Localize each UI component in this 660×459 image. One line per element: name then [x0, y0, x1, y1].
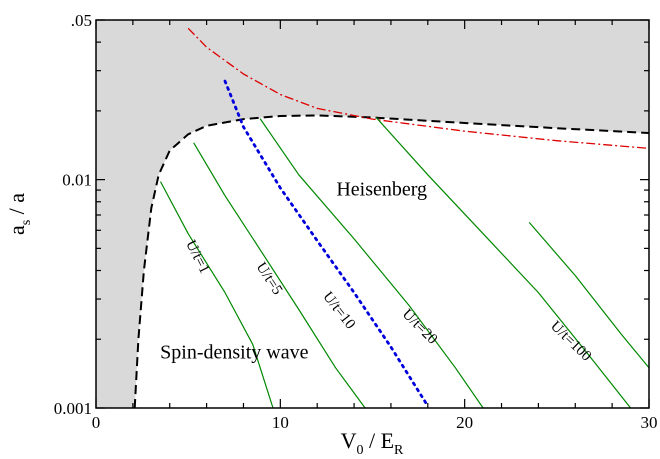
axis-layer: 0 10 20 30 0.001 0.01 .05: [54, 11, 658, 432]
plot-frame: [95, 19, 650, 409]
u-t-line-4: [193, 142, 366, 408]
y-axis-label: as / a: [4, 193, 34, 235]
curve-layer: [133, 27, 649, 408]
region-label-1: Spin-density wave: [160, 341, 308, 363]
x-tick-label-0: 0: [92, 413, 101, 432]
region-label-0: Heisenberg: [336, 179, 427, 201]
u-t-line-3: [159, 181, 274, 408]
shaded-region-layer: [96, 20, 649, 408]
u-t-line-6: [375, 117, 632, 408]
u-t-line-5: [259, 118, 484, 408]
red-dashdot-curve-1: [187, 27, 649, 150]
x-tick-label-3: 30: [641, 413, 658, 432]
y-tick-label-0: 0.001: [54, 399, 92, 418]
x-tick-label-2: 20: [456, 413, 473, 432]
y-tick-label-2: .05: [71, 11, 92, 30]
y-tick-label-1: 0.01: [62, 171, 92, 190]
shaded-region: [96, 20, 649, 408]
u-t-line-7: [528, 222, 649, 369]
x-tick-label-1: 10: [272, 413, 289, 432]
blue-dotted-curve-2: [223, 79, 430, 408]
x-axis-label: V0 / ER: [341, 428, 404, 458]
boundary-curve-0: [133, 114, 649, 408]
